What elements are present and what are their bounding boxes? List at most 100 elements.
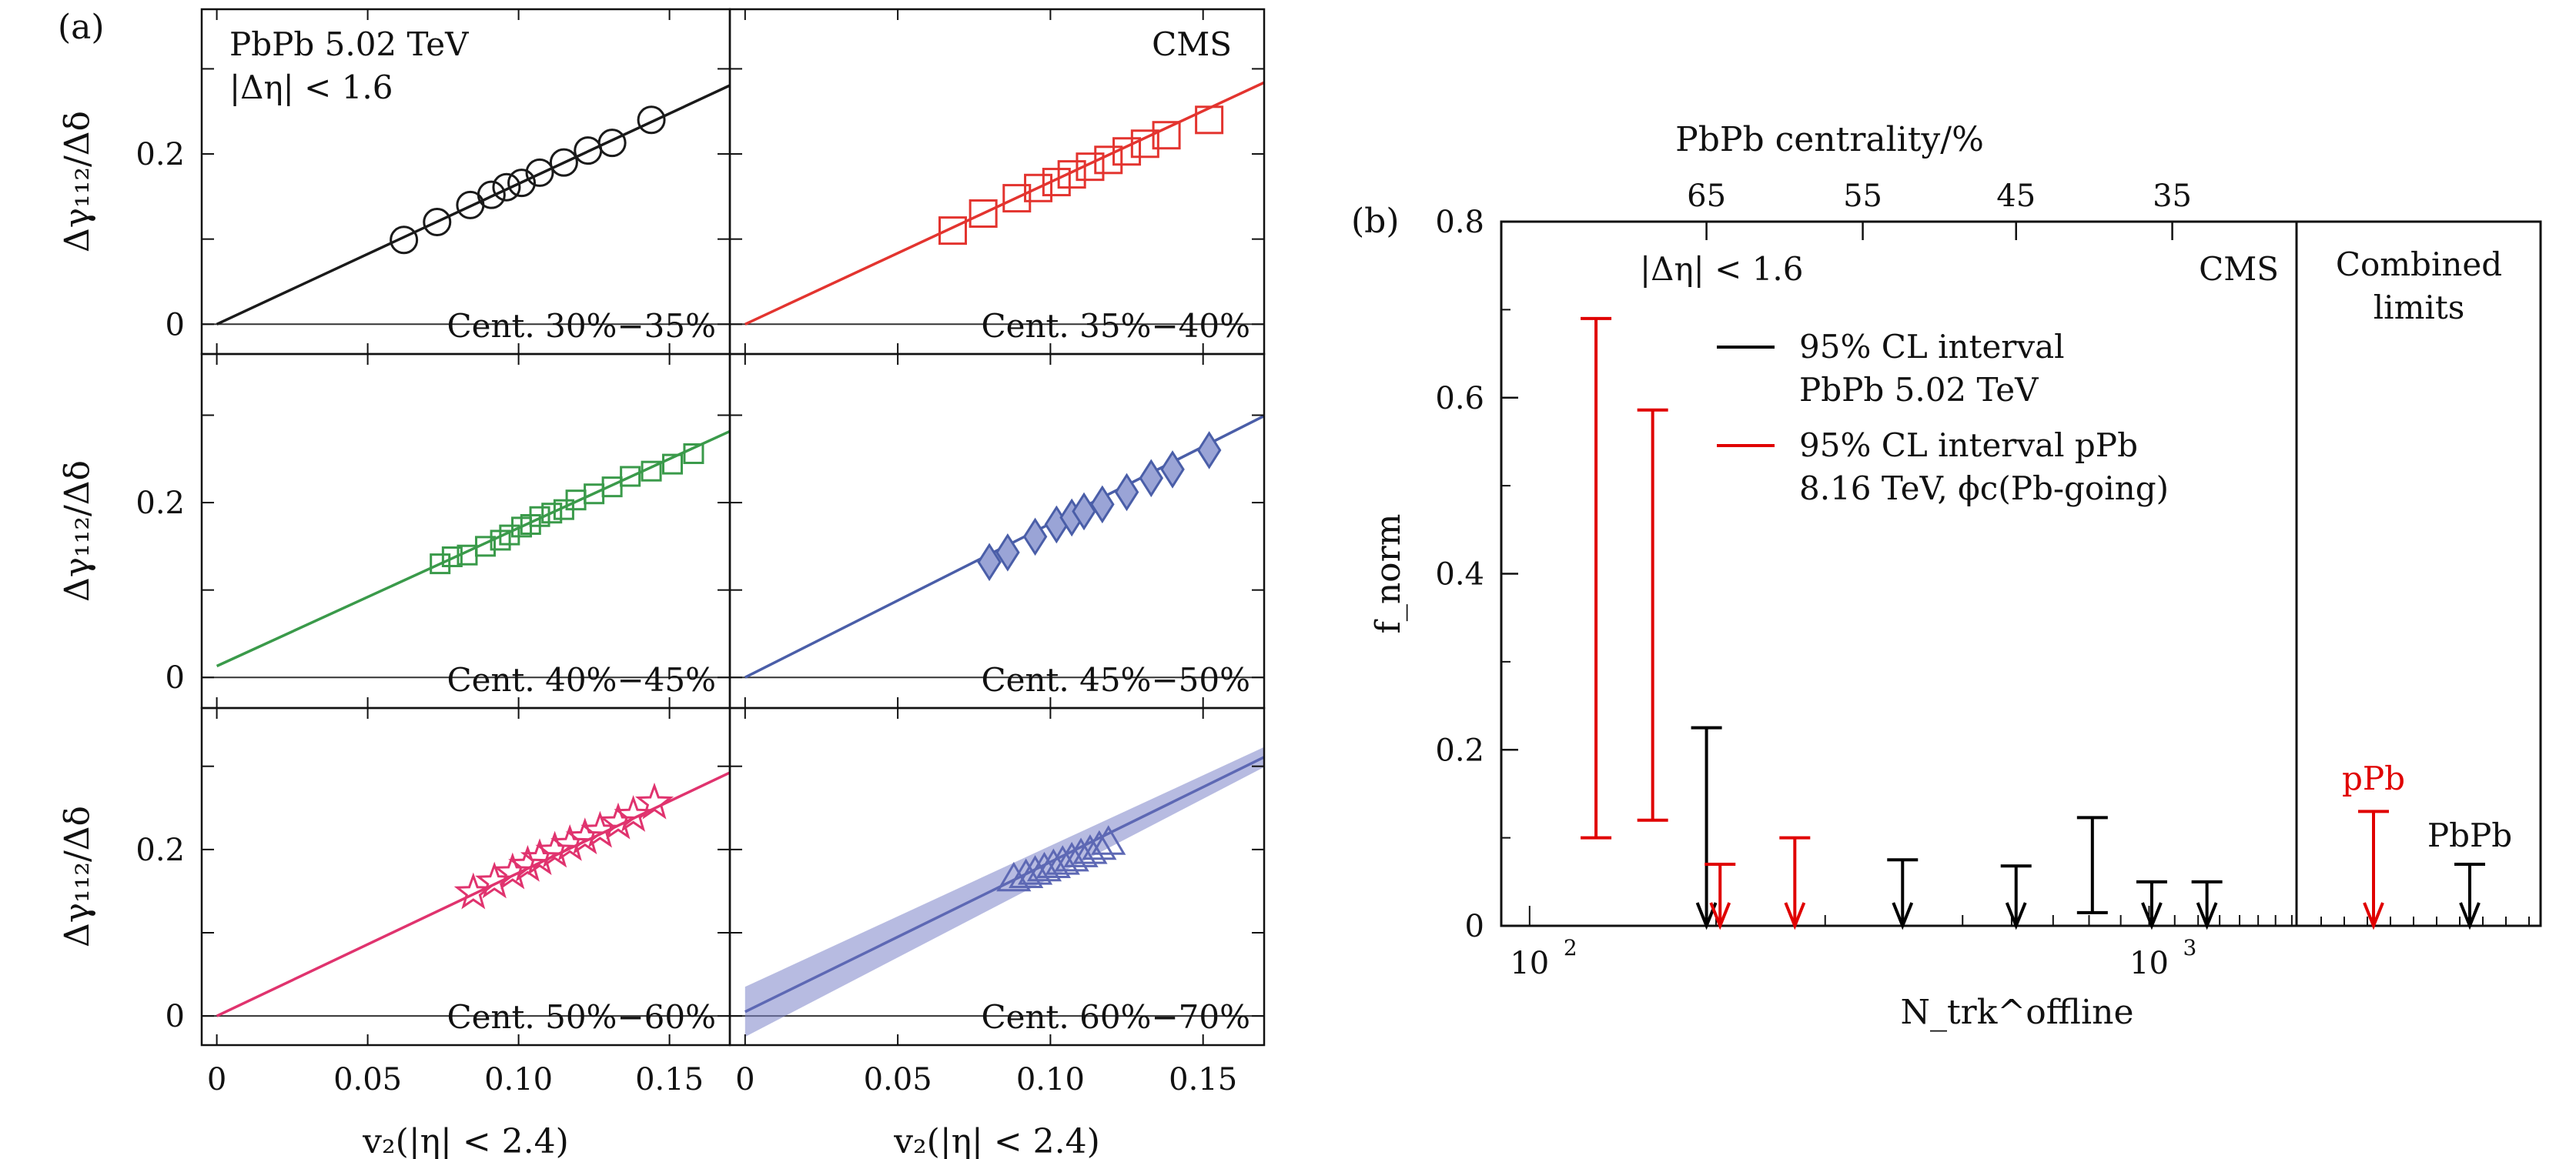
data-point xyxy=(969,199,998,228)
eta-label: |Δη| < 1.6 xyxy=(1640,250,1803,288)
interval xyxy=(2076,816,2108,914)
subplot-3: Cent. 40%−45% 0 0.2 Δγ₁₁₂/Δδ xyxy=(58,352,731,710)
y-tick-label: 0.2 xyxy=(135,833,185,868)
data-point xyxy=(390,225,419,255)
data-point xyxy=(1082,830,1117,860)
x-tick-label: 0.10 xyxy=(1016,1062,1085,1097)
upper-limit-arrow xyxy=(2196,902,2218,930)
y-tick-label: 0 xyxy=(166,660,185,696)
subplot-frame xyxy=(200,352,731,710)
combined-label-pbpb: PbPb xyxy=(2427,817,2512,854)
data-point xyxy=(1090,485,1115,524)
data-point xyxy=(535,830,574,868)
subplot-frame xyxy=(200,706,731,1047)
y-axis-title: f_norm xyxy=(1369,514,1408,634)
data-point xyxy=(520,838,560,876)
top-axis-tick-label: 45 xyxy=(1996,179,2036,214)
data-point xyxy=(598,802,638,840)
data-point xyxy=(493,852,532,890)
y-tick-label: 0 xyxy=(166,999,185,1034)
data-point xyxy=(1196,431,1222,469)
centrality-label: Cent. 35%−40% xyxy=(981,307,1250,345)
interval xyxy=(2358,810,2389,930)
system-label: PbPb 5.02 TeV xyxy=(229,25,469,63)
interval xyxy=(2454,862,2485,930)
x-axis-title: v₂(|η| < 2.4) xyxy=(362,1122,569,1159)
upper-limit-arrow xyxy=(2459,902,2481,930)
data-point xyxy=(474,536,496,557)
eta-label: |Δη| < 1.6 xyxy=(229,68,393,106)
chart-a: Cent. 30%−35% 0 0.2 Δγ₁₁₂/Δδ Cent. 35%−40% Ce… xyxy=(58,8,1266,1159)
y-axis-title: Δγ₁₁₂/Δδ xyxy=(58,460,97,602)
interval xyxy=(2136,880,2167,930)
interval xyxy=(1581,316,1612,840)
y-tick-label: 0.2 xyxy=(1435,733,1484,768)
data-point xyxy=(1054,841,1089,872)
top-axis-tick-label: 35 xyxy=(2153,179,2192,214)
subplot-2: Cent. 35%−40% xyxy=(728,8,1266,356)
data-point xyxy=(1139,459,1164,498)
x-tick-label: 0.15 xyxy=(635,1062,704,1097)
y-tick-label: 0.6 xyxy=(1435,381,1484,416)
centrality-label: Cent. 60%−70% xyxy=(981,998,1250,1036)
data-point xyxy=(1024,173,1053,202)
upper-limit-arrow xyxy=(2141,902,2163,930)
interval xyxy=(2191,880,2223,930)
data-point xyxy=(1114,473,1139,512)
subplot-frame xyxy=(728,706,1266,1047)
data-point xyxy=(492,172,521,202)
legend-label: 95% CL interval pPb xyxy=(1799,426,2138,464)
centrality-label: Cent. 30%−35% xyxy=(447,307,716,345)
legend-label: 8.16 TeV, ϕc(Pb-going) xyxy=(1799,469,2169,507)
data-point xyxy=(529,506,550,527)
data-point xyxy=(1057,160,1086,189)
experiment-label: CMS xyxy=(2199,250,2279,288)
data-point xyxy=(1094,145,1123,175)
data-point xyxy=(1160,450,1185,489)
interval xyxy=(1779,836,1811,930)
data-point xyxy=(601,476,623,498)
fit-line xyxy=(744,756,1265,1014)
data-point xyxy=(1152,121,1181,150)
x-tick-label: 0 xyxy=(207,1062,226,1097)
data-point xyxy=(453,872,493,910)
combined-limits-title: limits xyxy=(2374,289,2465,326)
y-tick-label: 0 xyxy=(166,307,185,342)
x-tick-label: 0.15 xyxy=(1169,1062,1237,1097)
combined-label-ppb: pPb xyxy=(2342,760,2405,797)
combined-limits-title: Combined xyxy=(2336,245,2502,283)
x-tick-label: 0.05 xyxy=(864,1062,932,1097)
data-point xyxy=(477,180,506,209)
interval xyxy=(1887,858,1919,930)
upper-limit-arrow xyxy=(1709,902,1731,930)
x-tick-label: 0.05 xyxy=(333,1062,402,1097)
chart-b: 0 0.2 0.4 0.6 0.8 10 2 10 3 65 55 45 35 PbPb centrali… xyxy=(1351,120,2542,1032)
data-point xyxy=(541,503,563,524)
legend-label: 95% CL interval xyxy=(1799,328,2065,366)
data-point xyxy=(977,543,1002,582)
upper-limit-arrow xyxy=(1784,902,1806,930)
x-tick-label: 10 xyxy=(2129,946,2169,981)
upper-limit-arrow xyxy=(1892,902,1914,930)
y-tick-label: 0 xyxy=(1465,909,1484,944)
subplot-frame xyxy=(728,352,1266,710)
data-point xyxy=(1195,105,1224,135)
x-tick-label: 0.10 xyxy=(484,1062,553,1097)
centrality-label: Cent. 50%−60% xyxy=(447,998,716,1036)
panel-label-b: (b) xyxy=(1351,202,1400,241)
data-point xyxy=(1042,168,1071,197)
top-axis-tick-label: 65 xyxy=(1687,179,1726,214)
data-point xyxy=(995,533,1020,572)
y-axis-title: Δγ₁₁₂/Δδ xyxy=(58,806,97,947)
fit-uncertainty-band xyxy=(744,747,1264,1037)
data-point xyxy=(1063,837,1099,867)
y-axis-title: Δγ₁₁₂/Δδ xyxy=(58,111,97,252)
y-tick-label: 0.2 xyxy=(135,137,185,172)
data-point xyxy=(499,524,520,546)
data-point xyxy=(565,817,605,855)
interval xyxy=(1637,408,1668,822)
data-point xyxy=(938,216,967,245)
data-point xyxy=(423,208,452,237)
y-tick-label: 0.2 xyxy=(135,486,185,521)
data-point xyxy=(1091,825,1126,855)
